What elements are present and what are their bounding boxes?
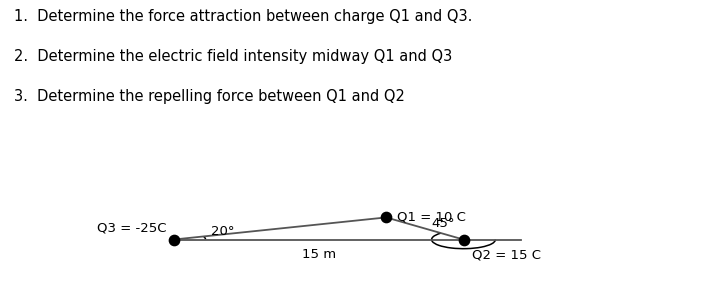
Text: 3.  Determine the repelling force between Q1 and Q2: 3. Determine the repelling force between… (14, 89, 405, 104)
Text: 45°: 45° (431, 217, 455, 230)
Text: 15 m: 15 m (301, 248, 336, 261)
Point (168, 237, 180, 242)
Text: 20°: 20° (211, 225, 235, 238)
Text: Q2 = 15 C: Q2 = 15 C (472, 249, 541, 262)
Text: Q1 = 10 C: Q1 = 10 C (397, 210, 465, 223)
Point (458, 237, 469, 242)
Text: Q3 = -25C: Q3 = -25C (97, 222, 167, 235)
Text: 1.  Determine the force attraction between charge Q1 and Q3.: 1. Determine the force attraction betwee… (14, 9, 472, 23)
Point (380, 215, 392, 220)
Text: 2.  Determine the electric field intensity midway Q1 and Q3: 2. Determine the electric field intensit… (14, 49, 452, 63)
